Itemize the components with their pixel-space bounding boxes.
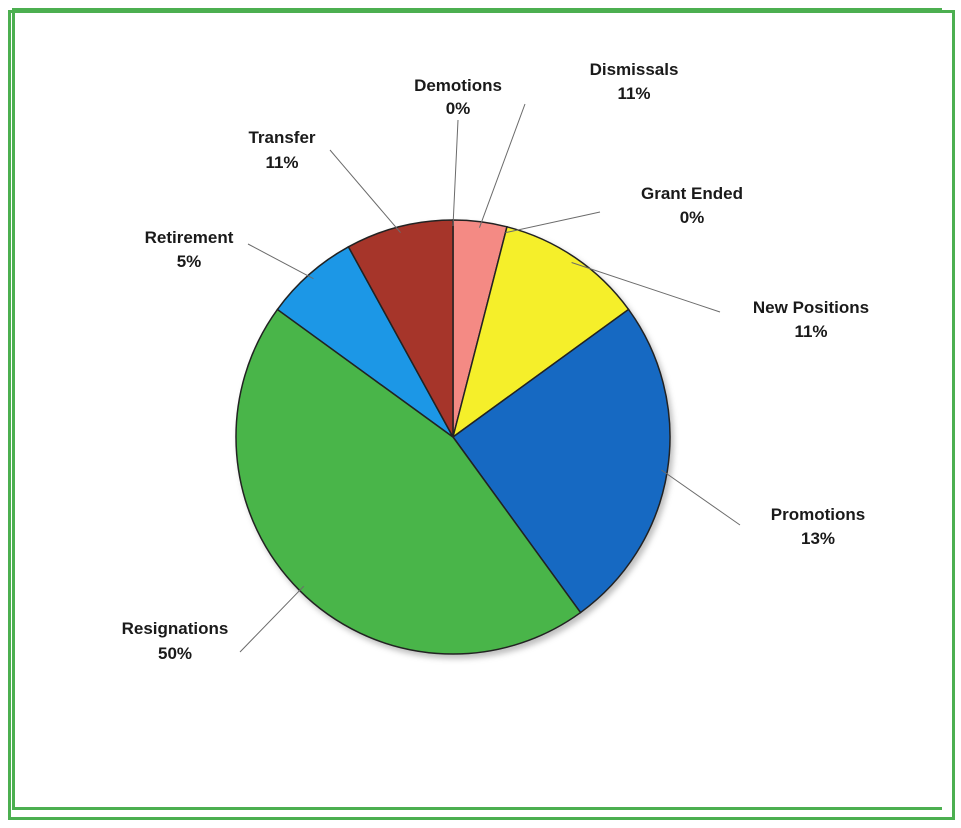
pct-dismissals: 11% <box>617 84 650 103</box>
leader-lines <box>239 103 741 653</box>
label-new-positions: New Positions <box>753 298 869 317</box>
label-transfer: Transfer <box>248 128 315 147</box>
leader-demotions <box>452 119 459 227</box>
pct-new-positions: 11% <box>794 322 827 341</box>
label-promotions: Promotions <box>771 505 865 524</box>
pct-transfer: 11% <box>265 153 298 172</box>
label-resignations: Resignations <box>122 619 229 638</box>
slice-labels: Demotions 0% Dismissals 11% Grant Ended … <box>122 60 869 663</box>
pct-retirement: 5% <box>177 252 202 271</box>
slice-promotions <box>451 308 671 614</box>
pct-grant-ended: 0% <box>680 208 705 227</box>
leader-retirement <box>247 243 314 280</box>
label-dismissals: Dismissals <box>590 60 679 79</box>
pct-demotions: 0% <box>446 99 471 118</box>
leader-transfer <box>329 149 401 233</box>
label-demotions: Demotions <box>414 76 502 95</box>
leader-resignations <box>239 585 305 653</box>
leader-dismissals <box>478 103 526 228</box>
label-grant-ended: Grant Ended <box>641 184 743 203</box>
pct-resignations: 50% <box>158 644 192 663</box>
pie-slices <box>235 219 671 655</box>
leader-promotions <box>661 469 741 526</box>
slice-transfer <box>347 219 454 438</box>
pct-promotions: 13% <box>801 529 835 548</box>
slice-new-positions <box>451 225 630 439</box>
leader-grant-ended <box>505 211 601 234</box>
leader-new-positions <box>571 262 721 313</box>
label-retirement: Retirement <box>145 228 234 247</box>
chart-frame-inner <box>12 8 942 810</box>
